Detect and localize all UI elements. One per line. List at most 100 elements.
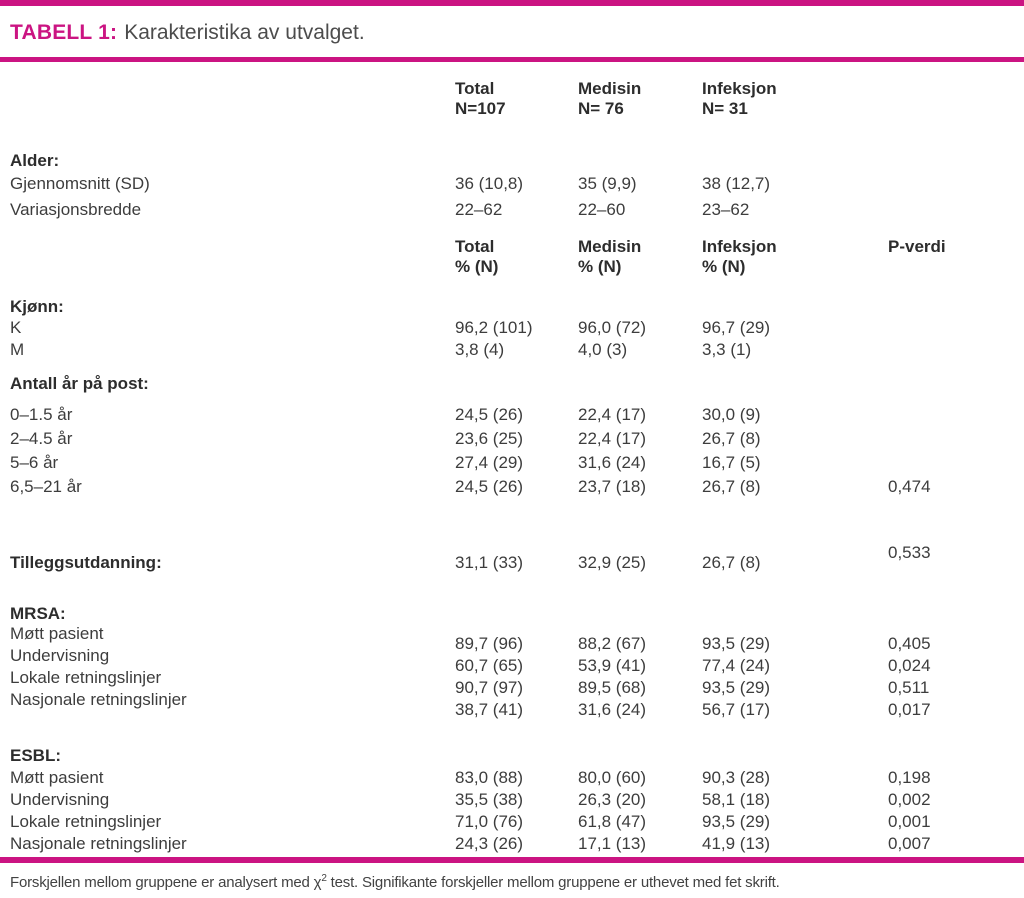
row-label: Nasjonale retningslinjer: [10, 834, 187, 853]
cell-infeksjon: 26,7 (8): [702, 553, 761, 572]
table-row: Variasjonsbredde 22–62 22–60 23–62: [0, 197, 1024, 223]
header-rule: [0, 57, 1024, 62]
cell-p-verdi: 0,024: [888, 656, 931, 675]
cell-infeksjon: 93,5 (29): [702, 678, 771, 697]
section-kjonn: K 96,2 (101) 96,0 (72) 96,7 (29) M 3,8 (…: [0, 317, 1024, 361]
cell-infeksjon: 16,7 (5): [702, 453, 761, 472]
cell-infeksjon: 77,4 (24): [702, 656, 771, 675]
cell-total: 24,5 (26): [455, 477, 524, 496]
cell-medisin: 89,5 (68): [578, 678, 647, 697]
section-header-mrsa: MRSA:: [10, 604, 66, 623]
cell-total: 22–62: [455, 200, 503, 219]
cell-medisin: 22,4 (17): [578, 405, 647, 424]
cell-infeksjon: 30,0 (9): [702, 405, 761, 424]
section-header-esbl-row: ESBL:: [0, 745, 1024, 767]
col-header-infeksjon-n: Infeksjon N= 31: [702, 79, 777, 118]
footnote-part2: test. Signifikante forskjeller mellom gr…: [326, 874, 780, 891]
cell-p-verdi: 0,474: [888, 477, 931, 496]
section-esbl: Møtt pasient 83,0 (88) 80,0 (60) 90,3 (2…: [0, 767, 1024, 855]
table-row: Undervisning 60,7 (65) 53,9 (41) 77,4 (2…: [0, 645, 1024, 675]
section-tillegg-row: Tilleggsutdanning: 31,1 (33) 32,9 (25) 2…: [0, 543, 1024, 574]
cell-infeksjon: 41,9 (13): [702, 834, 771, 853]
col-header-infeksjon-pct: Infeksjon % (N): [702, 237, 777, 276]
bottom-rule: [0, 857, 1024, 863]
cell-infeksjon: 23–62: [702, 200, 750, 219]
cell-infeksjon: 38 (12,7): [702, 174, 771, 193]
cell-p-verdi: [888, 171, 1024, 197]
cell-p-verdi: [888, 451, 1024, 475]
row-label: Gjennomsnitt (SD): [10, 174, 150, 193]
top-rule: [0, 0, 1024, 6]
cell-medisin: 80,0 (60): [578, 768, 647, 787]
spacer-cell: [10, 237, 455, 277]
cell-p-verdi: 0,405: [888, 634, 931, 653]
cell-total: 90,7 (97): [455, 678, 524, 697]
section-alder: Gjennomsnitt (SD) 36 (10,8) 35 (9,9) 38 …: [0, 171, 1024, 223]
section-antall: 0–1.5 år 24,5 (26) 22,4 (17) 30,0 (9) 2–…: [0, 403, 1024, 499]
spacer-cell: [888, 79, 1024, 119]
section-header-kjonn-row: Kjønn:: [0, 297, 1024, 317]
row-label: Møtt pasient: [10, 624, 104, 643]
cell-total: 24,5 (26): [455, 405, 524, 424]
cell-total: 24,3 (26): [455, 834, 524, 853]
cell-total: 38,7 (41): [455, 700, 524, 719]
cell-p-verdi: 0,002: [888, 790, 931, 809]
cell-infeksjon: 26,7 (8): [702, 429, 761, 448]
cell-medisin: 22–60: [578, 200, 626, 219]
table-row: 5–6 år 27,4 (29) 31,6 (24) 16,7 (5): [0, 451, 1024, 475]
cell-p-verdi: 0,511: [888, 678, 930, 697]
cell-total: 27,4 (29): [455, 453, 524, 472]
row-label: M: [10, 340, 25, 359]
cell-infeksjon: 3,3 (1): [702, 340, 752, 359]
table-row: Møtt pasient 83,0 (88) 80,0 (60) 90,3 (2…: [0, 767, 1024, 789]
cell-total: 36 (10,8): [455, 174, 524, 193]
cell-medisin: 61,8 (47): [578, 812, 647, 831]
table-row: Lokale retningslinjer 90,7 (97) 89,5 (68…: [0, 667, 1024, 697]
cell-medisin: 31,6 (24): [578, 700, 647, 719]
section-header-mrsa-row: MRSA:: [0, 605, 1024, 623]
column-header-row-pct: Total % (N) Medisin % (N) Infeksjon % (N…: [0, 237, 1024, 277]
cell-medisin: 31,6 (24): [578, 453, 647, 472]
cell-p-verdi: 0,007: [888, 834, 931, 853]
footnote: Forskjellen mellom gruppene er analysert…: [10, 873, 1024, 891]
cell-p-verdi: [888, 427, 1024, 451]
chi-squared-exponent: 2: [321, 873, 327, 884]
row-label: 6,5–21 år: [10, 477, 82, 496]
cell-total: 23,6 (25): [455, 429, 524, 448]
row-label: Lokale retningslinjer: [10, 668, 162, 687]
section-header-alder-row: Alder:: [0, 151, 1024, 171]
cell-p-verdi: [888, 339, 1024, 361]
cell-medisin: 53,9 (41): [578, 656, 647, 675]
cell-infeksjon: 26,7 (8): [702, 477, 761, 496]
row-label: Nasjonale retningslinjer: [10, 690, 187, 709]
table-row: Møtt pasient 89,7 (96) 88,2 (67) 93,5 (2…: [0, 623, 1024, 653]
table-row: 6,5–21 år 24,5 (26) 23,7 (18) 26,7 (8) 0…: [0, 475, 1024, 499]
section-header-antall: Antall år på post:: [10, 374, 149, 393]
cell-p-verdi: [888, 403, 1024, 427]
col-header-total-n: Total N=107: [455, 79, 506, 118]
cell-medisin: 22,4 (17): [578, 429, 647, 448]
cell-infeksjon: 93,5 (29): [702, 812, 771, 831]
table-row: K 96,2 (101) 96,0 (72) 96,7 (29): [0, 317, 1024, 339]
row-label: Lokale retningslinjer: [10, 812, 162, 831]
cell-medisin: 17,1 (13): [578, 834, 647, 853]
cell-p-verdi: [888, 197, 1024, 223]
cell-total: 89,7 (96): [455, 634, 524, 653]
cell-p-verdi: [888, 317, 1024, 339]
col-header-total-pct: Total % (N): [455, 237, 499, 276]
table-number-badge: TABELL 1:: [10, 21, 118, 44]
table-row: 2–4.5 år 23,6 (25) 22,4 (17) 26,7 (8): [0, 427, 1024, 451]
col-header-medisin-pct: Medisin % (N): [578, 237, 642, 276]
table-row: Gjennomsnitt (SD) 36 (10,8) 35 (9,9) 38 …: [0, 171, 1024, 197]
section-header-kjonn: Kjønn:: [10, 297, 64, 316]
cell-medisin: 4,0 (3): [578, 340, 628, 359]
table-row: Nasjonale retningslinjer 38,7 (41) 31,6 …: [0, 689, 1024, 719]
footnote-part1: Forskjellen mellom gruppene er analysert…: [10, 874, 322, 891]
row-label: 5–6 år: [10, 453, 59, 472]
row-label: Variasjonsbredde: [10, 200, 142, 219]
cell-medisin: 23,7 (18): [578, 477, 647, 496]
row-label: Undervisning: [10, 790, 110, 809]
section-mrsa: Møtt pasient 89,7 (96) 88,2 (67) 93,5 (2…: [0, 623, 1024, 719]
cell-infeksjon: 56,7 (17): [702, 700, 771, 719]
